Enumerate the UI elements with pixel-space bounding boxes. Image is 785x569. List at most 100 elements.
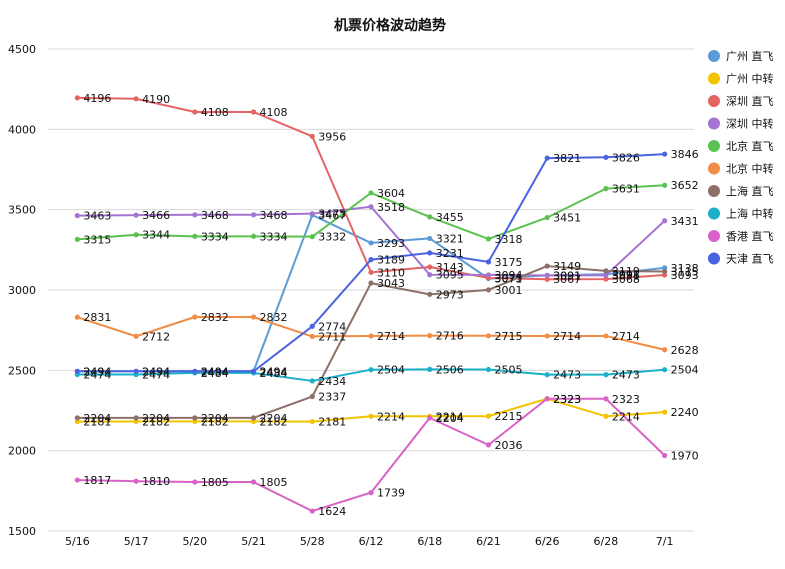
data-point [603,333,609,339]
data-point [427,235,433,242]
data-point [662,409,668,415]
legend-marker [708,207,720,220]
data-point [192,415,198,421]
data-label: 2181 [83,416,111,429]
data-label: 2182 [260,415,288,428]
data-label: 3095 [436,269,464,282]
data-point [603,186,609,192]
data-point [192,368,198,374]
x-tick-label: 5/16 [65,535,90,548]
data-label: 1739 [377,487,405,500]
legend-marker [708,50,720,62]
x-tick-label: 5/28 [300,535,325,548]
data-point [74,213,80,219]
data-point [133,232,139,238]
data-point [192,233,198,239]
data-label: 1805 [260,476,288,489]
data-label: 3093 [671,269,699,282]
data-label: 2181 [318,416,346,429]
legend-label: 香港 直飞 [726,229,774,243]
data-label: 3451 [553,212,581,225]
data-point [74,477,80,483]
data-point [544,396,550,402]
x-tick-label: 6/18 [417,535,442,548]
data-point [133,212,139,218]
data-label: 2494 [83,365,111,378]
data-label: 2714 [377,330,405,343]
data-point [74,368,80,374]
data-label: 3001 [494,284,522,297]
data-point [427,291,433,297]
legend-marker [708,140,720,152]
data-point [74,95,80,101]
legend-marker [708,252,720,265]
data-label: 2182 [142,415,170,428]
data-label: 3091 [553,269,581,282]
data-label: 2484 [260,367,288,380]
data-label: 3110 [377,266,405,279]
y-tick-label: 2000 [8,445,36,458]
legend-label: 北京 中转 [726,162,774,176]
data-label: 1805 [201,476,229,489]
data-label: 3175 [494,256,522,269]
data-label: 3067 [553,273,581,286]
data-label: 2215 [494,410,522,423]
data-label: 3119 [612,265,640,278]
data-point [485,236,492,242]
data-label: 2474 [83,369,111,382]
data-point [368,190,374,196]
data-point [603,268,609,274]
data-point [544,276,550,282]
data-label: 3098 [612,268,640,281]
data-label: 3293 [377,237,405,250]
data-label: 2973 [436,288,464,301]
data-point [427,272,433,278]
data-label: 3091 [612,269,640,282]
data-point [603,276,609,282]
data-label: 1624 [318,505,346,518]
legend-marker [708,230,720,242]
data-label: 3071 [494,273,522,286]
data-label: 2323 [612,393,640,406]
data-point [368,204,374,210]
data-label: 2832 [260,311,288,324]
data-label: 3115 [671,266,699,279]
data-label: 2240 [671,406,699,419]
data-point [544,333,550,339]
data-label: 2831 [83,311,111,324]
legend-label: 广州 直飞 [726,49,774,63]
data-label: 3468 [201,209,229,222]
data-point [603,154,609,160]
data-label: 2434 [318,375,346,388]
data-label: 3149 [553,260,581,273]
data-label: 3467 [318,209,346,222]
data-point [485,413,492,419]
data-point [309,393,315,400]
data-point [133,333,139,339]
data-label: 1817 [83,474,111,487]
data-label: 2504 [671,364,699,377]
y-axis-ticks: 1500 2000 2500 3000 3500 4000 4500 [8,43,36,538]
data-point [662,347,668,353]
data-label: 2714 [612,330,640,343]
data-label: 3321 [436,232,464,245]
data-point [74,418,80,425]
data-label: 2214 [377,410,405,423]
data-label: 3466 [142,209,170,222]
data-point [427,366,433,372]
data-label: 3315 [83,233,111,246]
data-label: 2774 [318,320,346,333]
data-point [485,287,492,293]
data-point [250,415,257,421]
data-label: 3143 [436,261,464,274]
y-tick-label: 3500 [8,204,36,217]
data-point [603,272,609,278]
data-label: 2204 [260,412,288,425]
data-point [368,490,374,496]
y-tick-label: 1500 [8,525,36,538]
data-label: 2494 [260,365,288,378]
data-point [250,479,257,485]
x-tick-label: 6/26 [535,535,560,548]
